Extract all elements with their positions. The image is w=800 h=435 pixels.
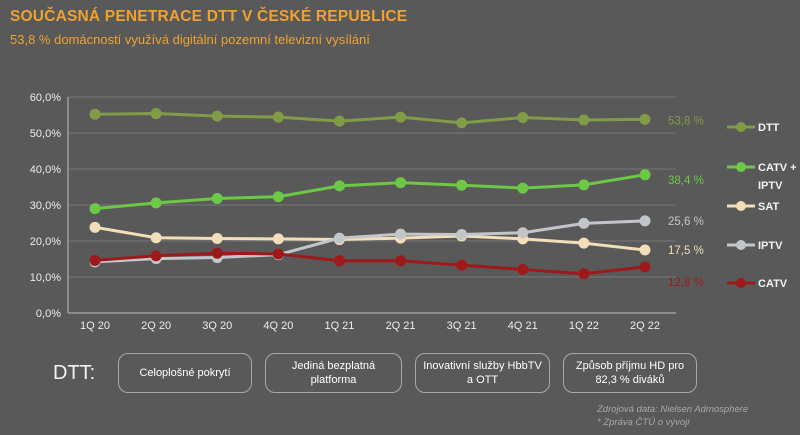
dtt-penetration-line-chart: 0,0% 10,0% 20,0% 30,0% 40,0% 50,0% 60,0% 1Q 20 2… [30,92,797,332]
data-point-catv [272,248,284,260]
series-line-catv [93,251,647,276]
data-point-catv [578,268,590,280]
series-end-label-sat: 17,5 % [668,245,704,257]
x-tick-label: 1Q 22 [569,320,599,332]
dtt-benefit-box-hd-share: Způsob příjmu HD pro 82,3 % diváků [563,353,697,393]
data-point-dtt [211,110,223,122]
data-point-catv-iptv [517,182,529,194]
source-line-2: * Zpráva ČTÚ o vývoji [597,416,690,428]
x-tick-label: 1Q 21 [324,320,354,332]
data-point-dtt [89,108,101,120]
data-point-sat [89,221,101,233]
data-point-catv-iptv [578,179,590,191]
data-point-catv [211,247,223,259]
data-point-dtt [456,117,468,129]
legend-marker-sat [736,201,746,211]
source-note: Zdrojová data: Nielsen Admosphere * Zprá… [597,404,748,429]
data-point-catv [639,261,651,273]
y-tick-label: 0,0% [36,308,61,320]
data-point-catv [517,263,529,275]
data-point-catv-iptv [639,169,651,181]
series-end-label-iptv: 25,6 % [668,216,704,228]
legend-label-catv-iptv: CATV + IPTV [758,162,797,192]
y-tick-label: 40,0% [30,164,61,176]
data-point-iptv [395,228,407,240]
data-point-sat [639,244,651,256]
x-tick-label: 2Q 21 [386,320,416,332]
y-tick-label: 60,0% [30,92,61,104]
data-point-dtt [150,108,162,120]
data-point-sat [578,237,590,249]
series-line-sat [93,225,647,252]
source-line-1: Zdrojová data: Nielsen Admosphere [597,404,749,415]
legend-label-sat: SAT [758,201,779,213]
x-tick-label: 2Q 22 [630,320,660,332]
series-end-label-catv: 12,8 % [668,277,704,289]
data-point-iptv [578,217,590,229]
data-point-dtt [272,111,284,123]
legend-label-catv: CATV [758,278,788,290]
data-point-sat [211,232,223,244]
data-point-catv-iptv [333,180,345,192]
series-end-label-catv-iptv: 38,4 % [668,175,704,187]
data-point-iptv [517,227,529,239]
dtt-label: DTT: [53,361,96,384]
data-point-catv [395,255,407,267]
data-point-iptv [333,232,345,244]
legend-marker-catv [736,278,746,288]
data-point-catv [150,250,162,262]
dtt-benefit-box-free-platform: Jediná bezplatná platforma [265,353,402,393]
y-tick-label: 30,0% [30,200,61,212]
page-subtitle: 53,8 % domácností využívá digitální poze… [10,32,370,47]
y-tick-label: 20,0% [30,236,61,248]
data-point-catv-iptv [272,191,284,203]
dtt-benefits-row: DTT: Celoplošné pokrytí Jediná bezplatná… [0,351,800,395]
y-tick-label: 10,0% [30,272,61,284]
data-point-dtt [639,113,651,125]
data-point-sat [150,232,162,244]
data-point-catv-iptv [89,203,101,215]
x-tick-label: 3Q 20 [202,320,232,332]
data-point-dtt [395,111,407,123]
series-end-label-dtt: 53,8 % [668,115,704,127]
data-point-catv-iptv [150,197,162,209]
dtt-benefit-box-coverage: Celoplošné pokrytí [118,353,252,393]
data-point-sat [272,233,284,245]
data-point-iptv [639,215,651,227]
dtt-benefit-box-hbbtv-ott: Inovativní služby HbbTV a OTT [415,353,550,393]
data-point-iptv [456,229,468,241]
x-tick-label: 2Q 20 [141,320,171,332]
data-point-catv-iptv [395,177,407,189]
series-line-dtt [93,112,647,125]
legend-label-iptv: IPTV [758,240,783,252]
legend-marker-catv-iptv [736,162,746,172]
legend-marker-dtt [736,122,746,132]
x-tick-label: 4Q 21 [508,320,538,332]
data-point-catv [333,255,345,267]
x-tick-label: 1Q 20 [80,320,110,332]
legend-label-dtt: DTT [758,122,780,134]
data-point-catv [456,259,468,271]
data-point-catv-iptv [456,179,468,191]
x-tick-label: 3Q 21 [447,320,477,332]
series-line-iptv [93,219,647,264]
page-title: SOUČASNÁ PENETRACE DTT V ČESKÉ REPUBLICE [10,8,408,25]
data-point-catv-iptv [211,193,223,205]
data-point-dtt [517,112,529,124]
legend-marker-iptv [736,240,746,250]
y-tick-label: 50,0% [30,128,61,140]
data-point-catv [89,254,101,266]
data-point-dtt [578,114,590,126]
data-point-dtt [333,115,345,127]
x-tick-label: 4Q 20 [263,320,293,332]
series-line-catv-iptv [93,173,647,211]
